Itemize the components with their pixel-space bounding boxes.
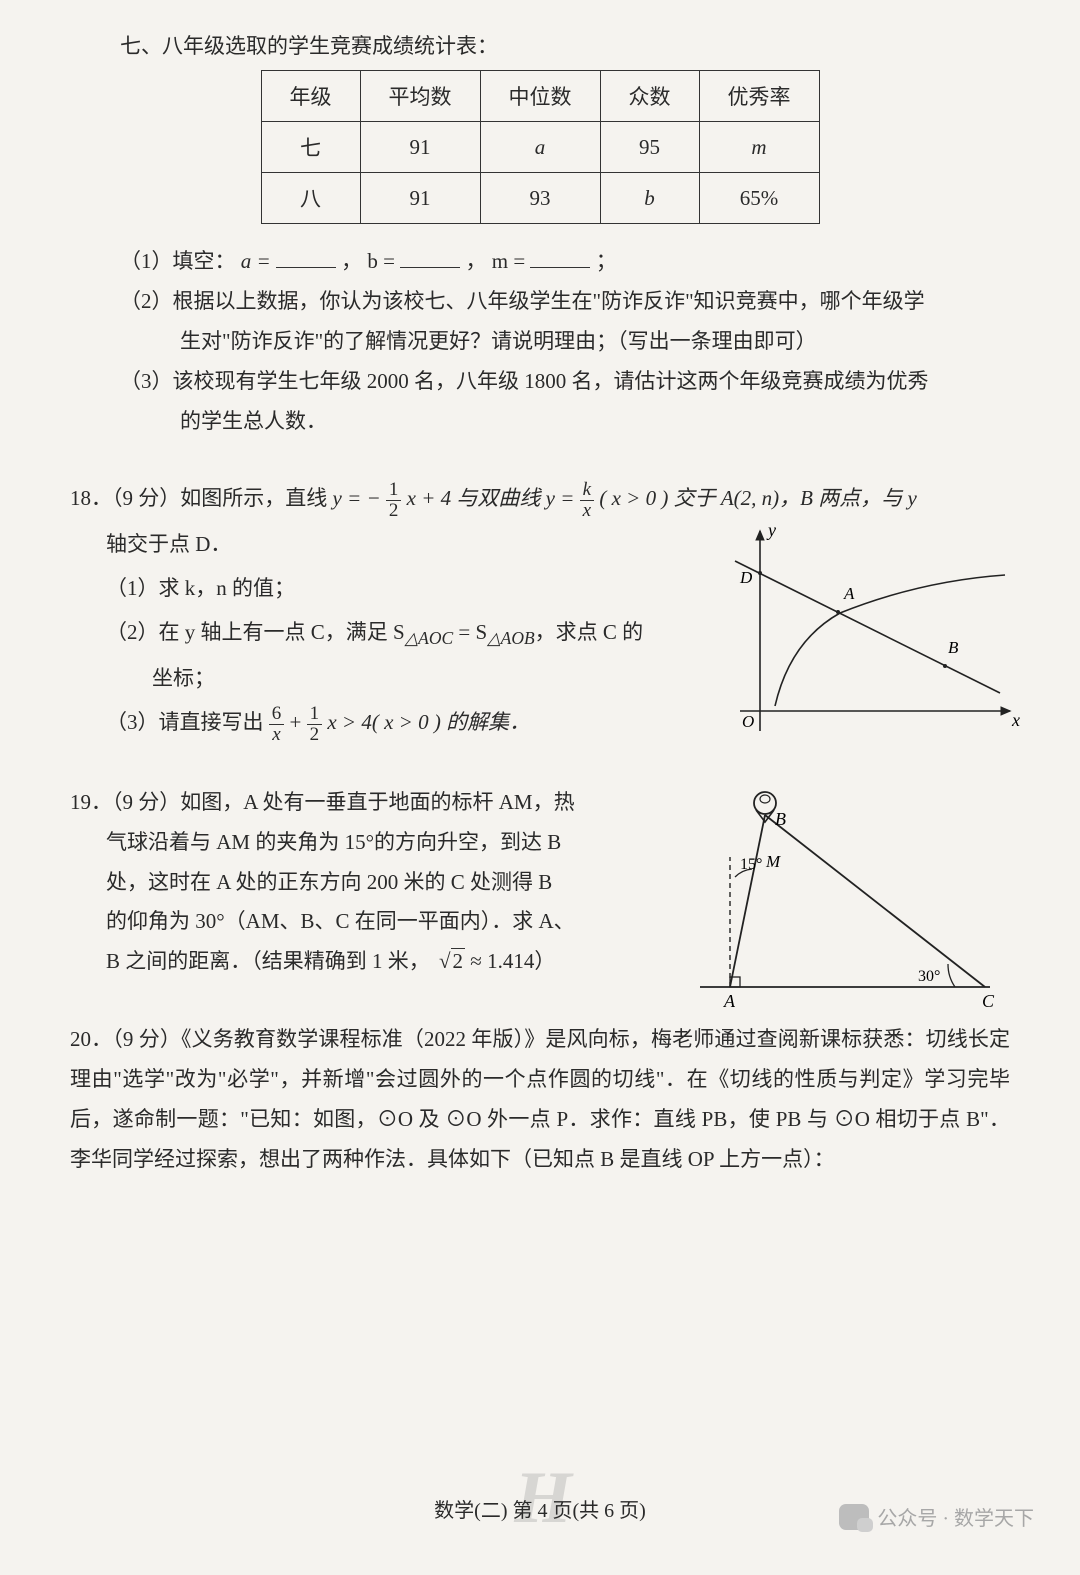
svg-text:D: D bbox=[739, 568, 753, 587]
cell: 95 bbox=[600, 122, 699, 173]
cell: 91 bbox=[360, 122, 480, 173]
svg-text:O: O bbox=[742, 712, 754, 731]
svg-text:M: M bbox=[765, 852, 781, 871]
q19-l5: B 之间的距离．（结果精确到 1 米， √2 ≈ 1.414） bbox=[106, 942, 610, 982]
q19-l3: 处，这时在 A 处的正东方向 200 米的 C 处测得 B bbox=[106, 863, 610, 903]
th-median: 中位数 bbox=[480, 71, 600, 122]
th-excellent: 优秀率 bbox=[699, 71, 819, 122]
cell: 93 bbox=[480, 173, 600, 224]
q17-sub2b: 生对"防诈反诈"的了解情况更好？请说明理由；（写出一条理由即可） bbox=[120, 322, 1010, 362]
th-mode: 众数 bbox=[600, 71, 699, 122]
q18-s3: （3）请直接写出 6x + 12 x > 4( x > 0 ) 的解集． bbox=[106, 703, 646, 745]
wechat-watermark: 公众号 · 数学天下 bbox=[839, 1502, 1034, 1531]
stats-table: 年级 平均数 中位数 众数 优秀率 七 91 a 95 m 八 91 93 b … bbox=[261, 70, 820, 224]
svg-text:30°: 30° bbox=[918, 968, 940, 985]
table-row: 八 91 93 b 65% bbox=[261, 173, 819, 224]
q18-graph: x y O D A B bbox=[720, 521, 1020, 741]
th-mean: 平均数 bbox=[360, 71, 480, 122]
wechat-label: 公众号 · 数学天下 bbox=[877, 1502, 1034, 1531]
cell: 65% bbox=[699, 173, 819, 224]
th-grade: 年级 bbox=[261, 71, 360, 122]
q17-sub3b: 的学生总人数． bbox=[120, 402, 1010, 442]
q19-diagram: 15° 30° A C B M bbox=[670, 777, 1010, 1017]
q20: 20．（9 分）《义务教育数学课程标准（2022 年版）》是风向标，梅老师通过查… bbox=[70, 1020, 1010, 1180]
q19-l2: 气球沿着与 AM 的夹角为 15°的方向升空，到达 B bbox=[106, 823, 610, 863]
q18-s2c: 坐标； bbox=[106, 659, 646, 699]
svg-text:x: x bbox=[1011, 710, 1020, 730]
q18-s1: （1）求 k，n 的值； bbox=[106, 569, 646, 609]
cell: a bbox=[480, 122, 600, 173]
cell: 91 bbox=[360, 173, 480, 224]
svg-text:15°: 15° bbox=[740, 856, 762, 873]
cell: 八 bbox=[261, 173, 360, 224]
q17-sub2: （2）根据以上数据，你认为该校七、八年级学生在"防诈反诈"知识竞赛中，哪个年级学 bbox=[120, 282, 1010, 322]
cell: m bbox=[699, 122, 819, 173]
q18-l2: 轴交于点 D． bbox=[106, 525, 646, 565]
svg-text:y: y bbox=[766, 521, 776, 540]
svg-text:B: B bbox=[775, 809, 786, 829]
q18-s2: （2）在 y 轴上有一点 C，满足 S△AOC = S△AOB，求点 C 的 bbox=[106, 613, 646, 655]
q17-sub3: （3）该校现有学生七年级 2000 名，八年级 1800 名，请估计这两个年级竞… bbox=[120, 362, 1010, 402]
svg-text:C: C bbox=[982, 991, 995, 1011]
table-intro: 七、八年级选取的学生竞赛成绩统计表： bbox=[120, 30, 1010, 60]
q18-num: 18．（9 分）如图所示，直线 bbox=[70, 486, 333, 510]
q18: 18．（9 分）如图所示，直线 y = − 12 x + 4 与双曲线 y = … bbox=[70, 479, 1010, 744]
cell: 七 bbox=[261, 122, 360, 173]
table-row: 七 91 a 95 m bbox=[261, 122, 819, 173]
cell: b bbox=[600, 173, 699, 224]
svg-text:A: A bbox=[843, 584, 855, 603]
table-row: 年级 平均数 中位数 众数 优秀率 bbox=[261, 71, 819, 122]
q19-l1: 19．（9 分）如图，A 处有一垂直于地面的标杆 AM，热 bbox=[70, 783, 610, 823]
wechat-icon bbox=[839, 1504, 869, 1530]
svg-text:A: A bbox=[723, 991, 736, 1011]
q17-sub1: （1）填空： a = ， b = ， m = ； bbox=[120, 242, 1010, 282]
q20-text: 20．（9 分）《义务教育数学课程标准（2022 年版）》是风向标，梅老师通过查… bbox=[70, 1020, 1010, 1180]
q19-l4: 的仰角为 30°（AM、B、C 在同一平面内）．求 A、 bbox=[106, 902, 610, 942]
svg-text:B: B bbox=[948, 638, 959, 657]
q19: 19．（9 分）如图，A 处有一垂直于地面的标杆 AM，热 气球沿着与 AM 的… bbox=[70, 783, 1010, 982]
